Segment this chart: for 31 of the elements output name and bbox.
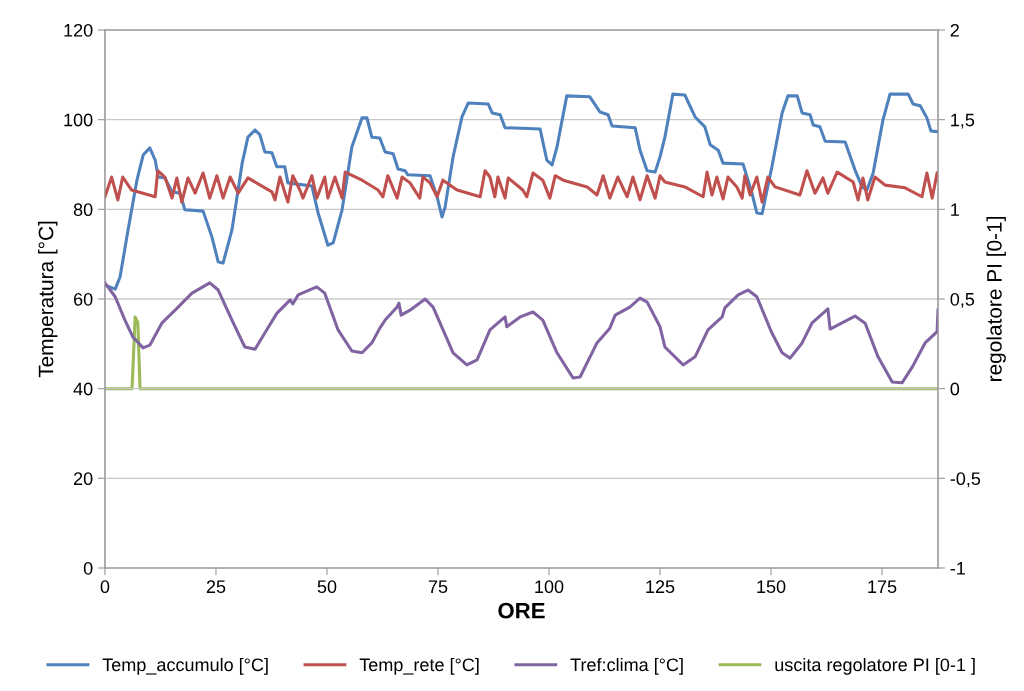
y-tick-label: 40	[73, 382, 93, 396]
x-tick-label: 125	[646, 580, 675, 594]
line-series	[104, 281, 938, 385]
y-tick-label: 60	[73, 292, 93, 306]
x-tick-label: 100	[535, 580, 564, 594]
y-tick-label: 0	[83, 561, 93, 575]
y-tick-label: 20	[73, 472, 93, 486]
y-tick-label: 80	[73, 203, 93, 217]
y2-tick-label: -1	[950, 562, 965, 575]
legend-label: Tref:clima [°C]	[570, 657, 683, 675]
y-tick-label: 100	[64, 113, 93, 127]
x-tick-label: 50	[317, 580, 337, 594]
legend-label: Temp_rete [°C]	[359, 657, 479, 675]
line-series	[104, 169, 938, 204]
x-tick-label: 25	[206, 580, 226, 594]
x-tick-label: 175	[868, 580, 897, 594]
y-axis-title: Temperatura [°C]	[38, 221, 58, 378]
y2-tick-label: 1	[951, 203, 959, 216]
y2-tick-label: -0,5	[950, 472, 981, 488]
y2-axis-title: regolatore PI [0-1]	[986, 217, 1006, 381]
x-axis-title: ORE	[498, 602, 545, 619]
legend-label: uscita regolatore PI [0-1 ]	[775, 657, 975, 675]
y-tick-label: 120	[64, 23, 93, 37]
x-tick-label: 0	[100, 580, 110, 594]
legend-label: Temp_accumulo [°C]	[102, 657, 268, 675]
y2-tick-label: 0	[950, 382, 960, 396]
y2-tick-label: 1,5	[951, 113, 975, 129]
y2-tick-label: 0,5	[950, 292, 975, 308]
x-tick-label: 75	[428, 580, 448, 594]
x-tick-label: 150	[757, 580, 786, 594]
y2-tick-label: 2	[950, 23, 959, 37]
